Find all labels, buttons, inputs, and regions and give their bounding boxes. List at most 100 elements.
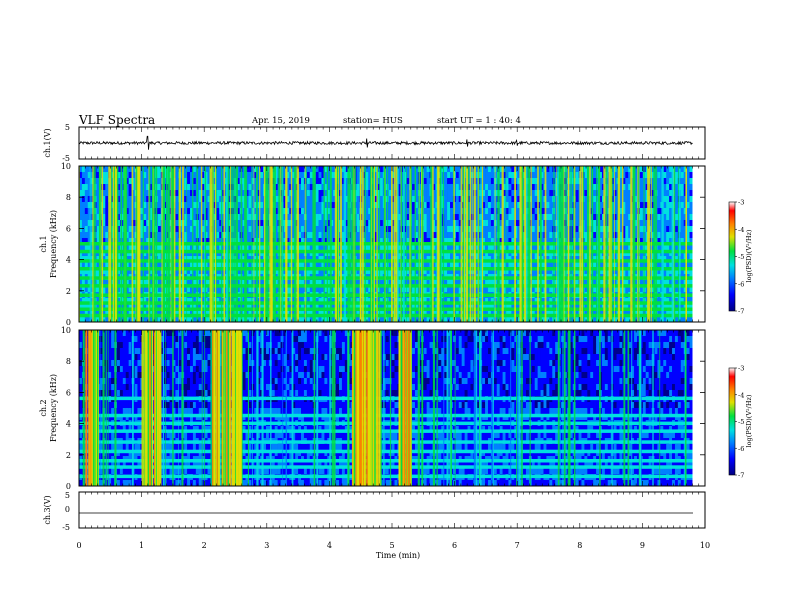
- spec-cell: [157, 232, 162, 239]
- spec-cell: [207, 226, 211, 233]
- spec-cell: [192, 286, 197, 293]
- spec-cell: [631, 304, 635, 311]
- spec-cell: [356, 232, 360, 239]
- spec-cell: [368, 298, 372, 305]
- spec-cell: [248, 202, 252, 209]
- spec-cell: [298, 238, 302, 245]
- spec-cell: [140, 166, 144, 173]
- spec-cell: [613, 304, 617, 311]
- spec-cell: [143, 304, 147, 311]
- spec-cell: [146, 310, 150, 317]
- spec-cell: [368, 286, 372, 293]
- spec-cell: [324, 202, 328, 209]
- spec-cell: [482, 298, 486, 305]
- spec-cell: [499, 232, 503, 239]
- spec-cell: [341, 316, 346, 323]
- spec-cell: [511, 316, 515, 323]
- spec-cell: [517, 208, 521, 215]
- spec-cell: [140, 286, 144, 293]
- spec-cell: [149, 208, 153, 215]
- spec-cell: [143, 286, 147, 293]
- spec-cell: [540, 184, 544, 191]
- spec-cell: [251, 310, 255, 317]
- spec-cell: [458, 238, 462, 245]
- spec-cell: [376, 196, 381, 203]
- spec-cell: [96, 244, 100, 251]
- spec-cell: [192, 202, 197, 209]
- spec-cell: [341, 202, 346, 209]
- spec-cell: [444, 262, 448, 269]
- spec-cell: [116, 244, 121, 251]
- spec-cell: [125, 226, 129, 233]
- spec-cell: [198, 172, 202, 179]
- spec-cell: [485, 184, 489, 191]
- spec-cell: [128, 184, 132, 191]
- spec-cell: [198, 232, 202, 239]
- spec-cell: [81, 184, 86, 191]
- spec-cell: [295, 232, 299, 239]
- spec-cell: [175, 310, 179, 317]
- spec-cell: [283, 280, 287, 287]
- spec-cell: [157, 304, 162, 311]
- spec-cell: [274, 298, 278, 305]
- spec-cell: [116, 190, 121, 197]
- spec-cell: [362, 190, 366, 197]
- spec-cell: [341, 166, 346, 173]
- spec-cell: [207, 316, 211, 323]
- spec-cell: [318, 232, 322, 239]
- spec-cell: [534, 298, 538, 305]
- spec-cell: [187, 244, 191, 251]
- spec-cell: [546, 208, 550, 215]
- spec-cell: [219, 280, 223, 287]
- spec-cell: [467, 184, 471, 191]
- spec-cell: [426, 232, 430, 239]
- spec-cell: [298, 298, 302, 305]
- spec-cell: [298, 166, 302, 173]
- spec-cell: [251, 178, 255, 185]
- spec-cell: [192, 178, 197, 185]
- spec-cell: [634, 244, 638, 251]
- spec-cell: [546, 310, 550, 317]
- spec-cell: [125, 172, 129, 179]
- spec-cell: [622, 190, 626, 197]
- spec-cell: [634, 304, 638, 311]
- spec-cell: [487, 238, 492, 245]
- spec-cell: [379, 280, 384, 287]
- spec-cell: [283, 202, 287, 209]
- spec-cell: [125, 298, 129, 305]
- spec-cell: [517, 304, 521, 311]
- spec-cell: [628, 208, 632, 215]
- spec-cell: [146, 316, 150, 323]
- spec-cell: [201, 238, 205, 245]
- spec-cell: [531, 178, 536, 185]
- spec-cell: [584, 310, 588, 317]
- spec-cell: [333, 226, 337, 233]
- spec-cell: [344, 166, 349, 173]
- spec-cell: [192, 196, 197, 203]
- spec-cell: [128, 226, 132, 233]
- spec-cell: [505, 256, 509, 263]
- spec-cell: [301, 310, 305, 317]
- spec-cell: [482, 238, 486, 245]
- spec-cell: [81, 232, 86, 239]
- spec-cell: [87, 286, 91, 293]
- spec-cell: [257, 208, 261, 215]
- spec-cell: [482, 304, 486, 311]
- spec-cell: [450, 280, 454, 287]
- spec-cell: [201, 262, 205, 269]
- spec-cell: [204, 196, 208, 203]
- spec-cell: [227, 262, 232, 269]
- spec-cell: [376, 310, 381, 317]
- spec-cell: [631, 286, 635, 293]
- spec-cell: [625, 244, 629, 251]
- spec-cell: [426, 256, 430, 263]
- spec-cell: [426, 268, 430, 275]
- spec-cell: [254, 262, 258, 269]
- spec-cell: [102, 310, 106, 317]
- spec-cell: [227, 166, 232, 173]
- spec-cell: [622, 280, 626, 287]
- spec-cell: [219, 244, 223, 251]
- spec-cell: [81, 298, 86, 305]
- spec-cell: [450, 232, 454, 239]
- spec-cell: [327, 262, 331, 269]
